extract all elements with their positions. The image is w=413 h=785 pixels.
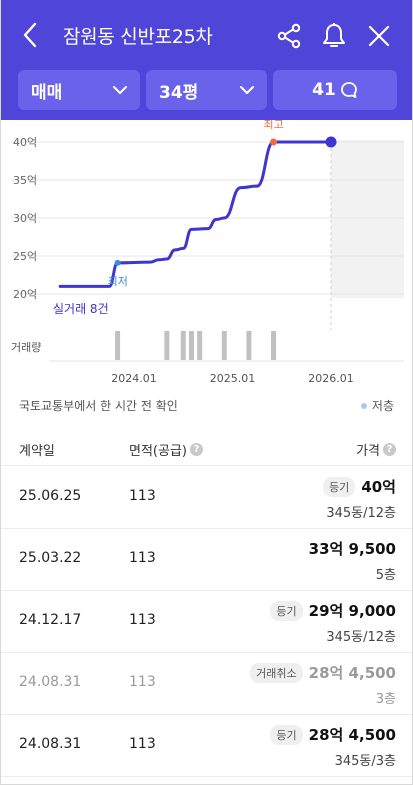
header-price: 가격 ? [356, 440, 396, 459]
row-badge: 등기 [323, 476, 356, 497]
comments-button[interactable]: 41 [273, 70, 397, 110]
legend-dot [360, 402, 367, 409]
x-tick-label: 2025.01 [210, 372, 256, 385]
low-label: 최저 [108, 275, 128, 288]
high-label: 최고 [264, 120, 284, 131]
row-date: 24.12.17 [19, 612, 82, 628]
volume-bar [271, 331, 277, 360]
row-floor: 5층 [375, 568, 396, 583]
row-badge: 거래취소 [250, 662, 303, 683]
x-tick-label: 2024.01 [111, 372, 157, 385]
header-date: 계약일 [19, 444, 55, 459]
low-point-marker [114, 259, 121, 266]
row-floor: 3층 [375, 692, 396, 707]
price-line [58, 140, 333, 288]
legend-low-label: 저층 [371, 399, 394, 413]
share-icon [277, 23, 301, 49]
bell-icon [323, 23, 345, 47]
volume-bar [180, 331, 186, 360]
table-row[interactable]: 24.08.31 113 등기 28억 4,500 345동/3층 [1, 715, 412, 777]
deal-count-label: 실거래 8건 [53, 302, 109, 316]
y-tick-label: 40억 [13, 136, 37, 149]
top-bar: 잠원동 신반포25차 [1, 0, 412, 70]
row-price: 40억 [361, 478, 396, 496]
row-area: 113 [129, 612, 156, 628]
trade-type-label: 매매 [31, 82, 63, 103]
row-price: 29억 9,000 [308, 602, 396, 620]
row-date: 25.03.22 [19, 550, 82, 566]
row-floor: 345동/12층 [326, 630, 396, 645]
legend-low-floor: 저층 [360, 397, 394, 414]
header-area: 면적(공급) ? [129, 440, 203, 459]
volume-bar [246, 331, 252, 360]
notification-button[interactable] [318, 20, 350, 52]
row-price: 33억 9,500 [308, 540, 396, 558]
table-header: 계약일 면적(공급) ? 가격 ? [1, 428, 412, 466]
volume-bar [115, 331, 121, 360]
row-area: 113 [129, 674, 156, 690]
y-tick-label: 35억 [13, 174, 37, 187]
row-price-line: 거래취소 28억 4,500 [250, 662, 396, 683]
close-button[interactable] [363, 20, 395, 52]
transaction-list: 25.06.25 113 등기 40억 345동/12층 25.03.22 113 33억 9… [1, 467, 412, 777]
row-price-line: 등기 28억 4,500 [270, 724, 396, 745]
table-row[interactable]: 25.03.22 113 33억 9,500 5층 [1, 529, 412, 591]
header-area-label: 면적(공급) [129, 444, 187, 459]
chevron-down-icon [113, 86, 127, 94]
size-dropdown[interactable]: 34평 [146, 70, 267, 110]
volume-bar [221, 331, 227, 360]
help-icon[interactable]: ? [383, 443, 396, 456]
row-badge: 등기 [270, 600, 303, 621]
y-tick-label: 30억 [13, 212, 37, 225]
volume-bar [197, 331, 203, 360]
row-price-line: 등기 29억 9,000 [270, 600, 396, 621]
row-floor: 345동/3층 [334, 754, 396, 769]
comment-count: 41 [312, 80, 336, 100]
row-area: 113 [129, 550, 156, 566]
row-badge: 등기 [270, 724, 303, 745]
comment-bubble-icon [340, 82, 357, 98]
size-label: 34평 [159, 82, 199, 103]
share-button[interactable] [273, 20, 305, 52]
table-row[interactable]: 24.12.17 113 등기 29억 9,000 345동/12층 [1, 591, 412, 653]
chevron-left-icon [23, 22, 37, 48]
table-row[interactable]: 25.06.25 113 등기 40억 345동/12층 [1, 467, 412, 529]
close-icon [368, 25, 390, 47]
table-row[interactable]: 24.08.31 113 거래취소 28억 4,500 3층 [1, 653, 412, 715]
source-text: 국토교통부에서 한 시간 전 확인 [19, 399, 178, 413]
y-tick-label: 25억 [13, 250, 37, 263]
chevron-down-icon [240, 86, 254, 94]
row-date: 24.08.31 [19, 674, 82, 690]
row-area: 113 [129, 488, 156, 504]
volume-bar [188, 331, 194, 360]
row-price: 28억 4,500 [308, 726, 396, 744]
x-tick-label: 2026.01 [308, 372, 354, 385]
header: 잠원동 신반포25차 [1, 0, 412, 120]
y-tick-label: 20억 [13, 288, 37, 301]
back-button[interactable] [15, 20, 45, 50]
current-point-marker [325, 136, 337, 148]
volume-label: 거래량 [11, 341, 41, 354]
row-price-line: 33억 9,500 [309, 538, 396, 559]
row-price: 28억 4,500 [308, 664, 396, 682]
row-price-line: 등기 40억 [323, 476, 396, 497]
high-point-marker [270, 138, 278, 146]
page-title: 잠원동 신반포25차 [63, 26, 213, 48]
row-date: 24.08.31 [19, 736, 82, 752]
header-price-label: 가격 [356, 444, 380, 459]
row-date: 25.06.25 [19, 488, 82, 504]
filter-bar: 매매 34평 41 [18, 70, 397, 110]
row-area: 113 [129, 736, 156, 752]
help-icon[interactable]: ? [189, 443, 203, 456]
row-floor: 345동/12층 [326, 506, 396, 521]
trade-type-dropdown[interactable]: 매매 [18, 70, 140, 110]
future-region [331, 140, 404, 298]
volume-bar [164, 331, 170, 360]
